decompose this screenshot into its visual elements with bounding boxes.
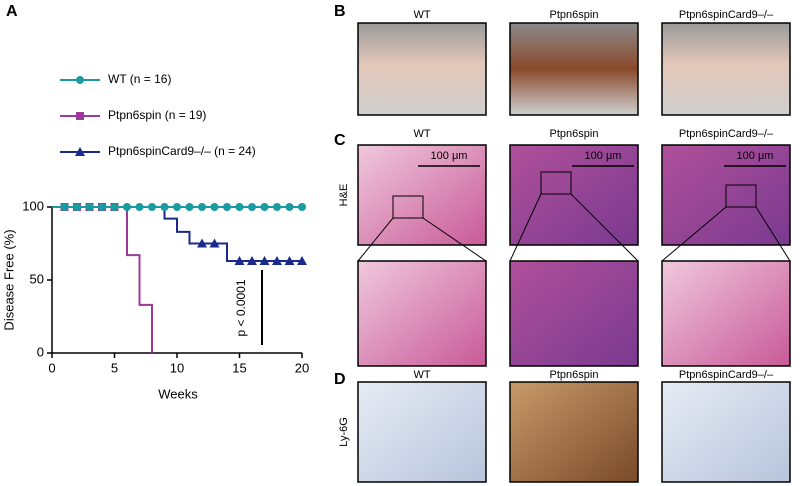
marker	[73, 203, 81, 211]
marker	[272, 256, 282, 266]
zoom-box	[540, 171, 572, 195]
marker	[148, 203, 156, 211]
row-label: H&E	[338, 184, 350, 207]
photo	[661, 22, 791, 116]
column-header: Ptpn6spinCard9–/–	[679, 369, 774, 381]
y-tick-label: 100	[22, 198, 44, 213]
row-label: Ly-6G	[338, 417, 350, 447]
x-tick-label: 15	[232, 360, 246, 375]
marker	[235, 203, 244, 211]
column-header: WT	[413, 9, 430, 21]
panel-label: D	[334, 371, 346, 388]
panel-label: B	[334, 3, 346, 20]
scale-bar-label: 100 μm	[737, 150, 774, 162]
marker	[248, 203, 256, 211]
marker	[85, 203, 94, 211]
column-header: WT	[413, 369, 430, 381]
stain	[509, 381, 639, 483]
marker	[197, 238, 207, 248]
scale-bar-label: 100 μm	[431, 150, 468, 162]
marker	[123, 203, 131, 211]
marker	[110, 203, 119, 211]
marker	[223, 203, 231, 211]
column-header: WT	[413, 128, 430, 140]
x-axis-title: Weeks	[158, 386, 198, 401]
legend-label: Ptpn6spinCard9–/– (n = 24)	[108, 144, 256, 158]
stain	[661, 381, 791, 483]
histology	[661, 260, 791, 367]
marker	[247, 256, 257, 266]
marker	[260, 203, 269, 211]
marker	[285, 203, 294, 211]
marker	[209, 238, 220, 248]
panel-label: A	[6, 3, 18, 20]
column-header: Ptpn6spin	[550, 369, 599, 381]
histology	[509, 144, 639, 246]
marker	[76, 112, 84, 120]
marker	[284, 256, 295, 266]
y-tick-label: 50	[30, 271, 44, 286]
marker	[75, 147, 85, 156]
survival-line	[52, 206, 153, 353]
marker	[297, 256, 307, 266]
photo	[357, 22, 487, 116]
stain	[357, 381, 487, 483]
y-tick-label: 0	[37, 344, 44, 359]
x-tick-label: 10	[170, 360, 184, 375]
marker	[173, 203, 181, 211]
marker	[273, 203, 281, 211]
column-header: Ptpn6spin	[550, 9, 599, 21]
panel-label: C	[334, 132, 346, 149]
column-header: Ptpn6spinCard9–/–	[679, 128, 774, 140]
histology	[357, 260, 487, 367]
marker	[135, 203, 144, 211]
marker	[60, 203, 69, 211]
marker	[298, 203, 306, 211]
legend-label: WT (n = 16)	[108, 72, 171, 86]
zoom-box	[392, 195, 424, 219]
survival-line	[52, 206, 302, 263]
histology	[357, 144, 487, 246]
marker	[76, 76, 84, 84]
histology	[509, 260, 639, 367]
scale-bar-label: 100 μm	[585, 150, 622, 162]
legend-label: Ptpn6spin (n = 19)	[108, 108, 206, 122]
photo	[509, 22, 639, 116]
marker	[198, 203, 206, 211]
marker	[259, 256, 270, 266]
marker	[185, 203, 194, 211]
x-tick-label: 0	[48, 360, 55, 375]
x-tick-label: 5	[111, 360, 118, 375]
zoom-box	[725, 184, 757, 208]
y-axis-title: Disease Free (%)	[1, 229, 16, 330]
zoom-lines	[357, 193, 791, 262]
annotation: p < 0.0001	[234, 279, 248, 336]
column-header: Ptpn6spin	[550, 128, 599, 140]
x-tick-label: 20	[295, 360, 309, 375]
marker	[98, 203, 106, 211]
marker	[160, 203, 169, 211]
marker	[234, 256, 245, 266]
column-header: Ptpn6spinCard9–/–	[679, 9, 774, 21]
marker	[210, 203, 219, 211]
